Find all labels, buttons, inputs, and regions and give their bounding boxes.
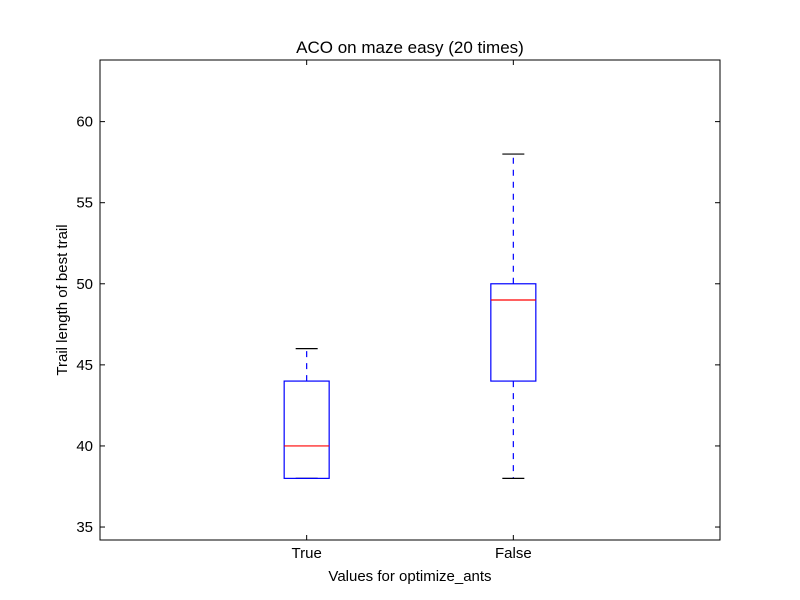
y-tick-label: 55 bbox=[76, 195, 93, 212]
box-true bbox=[283, 348, 330, 479]
y-axis-label: Trail length of best trail bbox=[54, 224, 71, 375]
plot-area bbox=[283, 153, 537, 479]
x-tick-label: False bbox=[495, 545, 532, 562]
y-tick-label: 60 bbox=[76, 114, 93, 131]
plot-frame bbox=[99, 59, 721, 541]
y-tick-label: 35 bbox=[76, 519, 93, 536]
y-tick-label: 45 bbox=[76, 357, 93, 374]
y-tick-label: 50 bbox=[76, 276, 93, 293]
iqr-box bbox=[283, 380, 330, 479]
box-false bbox=[490, 153, 537, 479]
x-tick-label: True bbox=[292, 545, 322, 562]
x-axis-label: Values for optimize_ants bbox=[328, 568, 491, 585]
y-tick-label: 40 bbox=[76, 438, 93, 455]
chart-title: ACO on maze easy (20 times) bbox=[296, 38, 524, 57]
iqr-box bbox=[490, 283, 537, 382]
